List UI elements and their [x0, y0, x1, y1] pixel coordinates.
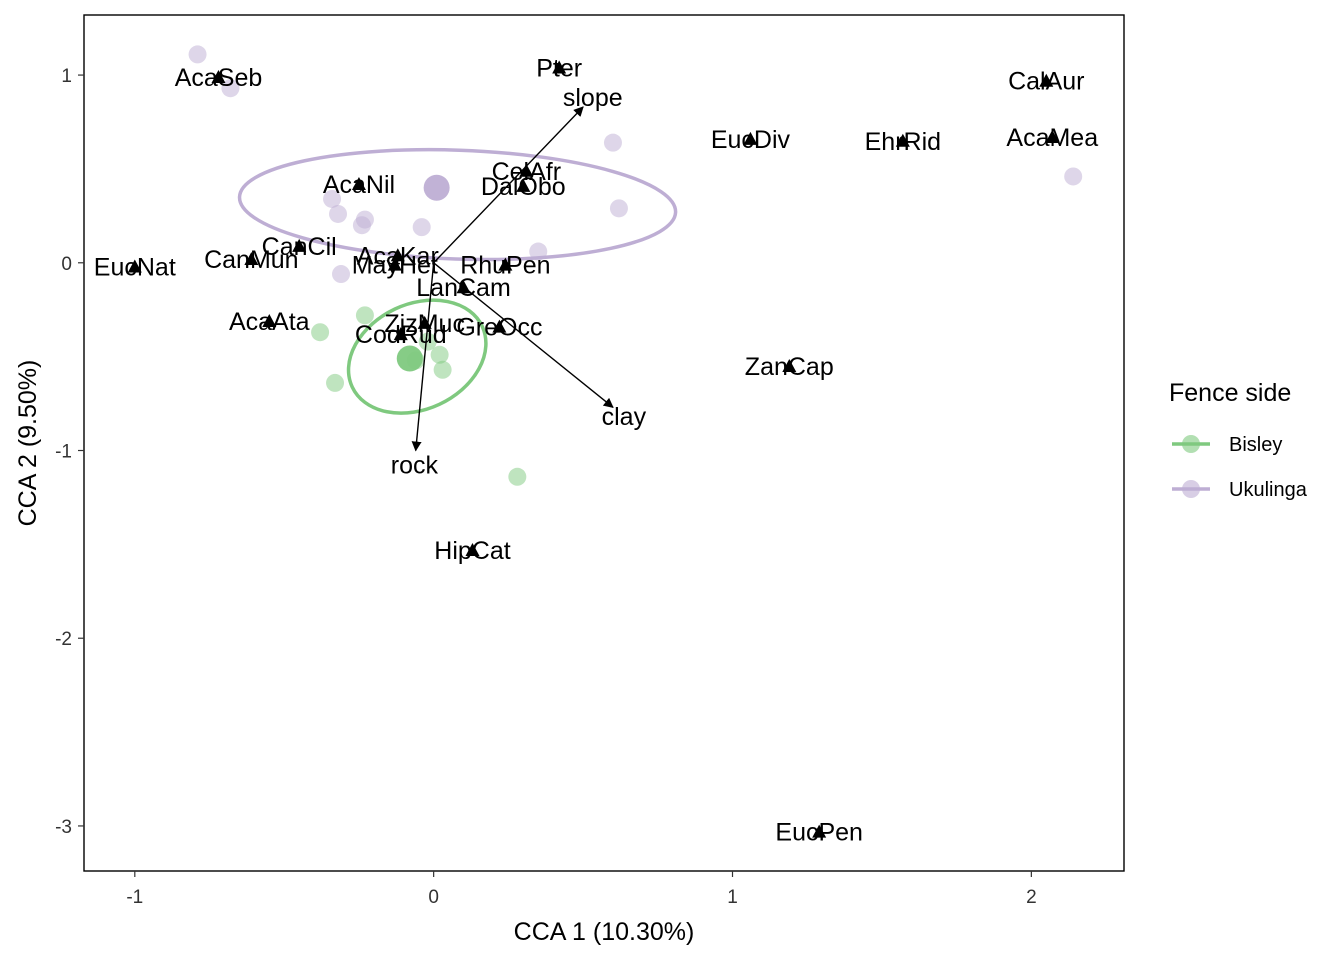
env-label-rock: rock: [391, 451, 439, 479]
y-tick-label: -1: [55, 442, 72, 463]
legend-point-bisley: [1182, 435, 1200, 453]
site-point-bisley: [508, 467, 527, 486]
site-point-bisley: [355, 306, 374, 325]
species-marker: [211, 69, 226, 83]
legend-label-bisley: Bisley: [1229, 434, 1282, 456]
species-marker: [393, 327, 408, 341]
site-point-ukulinga: [188, 45, 207, 64]
site-point-bisley: [433, 360, 452, 379]
species-marker: [390, 248, 405, 262]
x-tick-label: 1: [727, 887, 738, 908]
species-label: EucPen: [775, 819, 863, 847]
y-axis-title: CCA 2 (9.50%): [14, 360, 42, 527]
plot-panel-border: [83, 14, 1125, 872]
legend: Fence side Bisley Ukulinga: [1169, 379, 1308, 501]
species-marker: [127, 259, 142, 273]
species-label: ZanCap: [745, 353, 834, 381]
x-tick-label: 0: [428, 887, 439, 908]
species-marker: [895, 133, 910, 147]
species-layer: AcaSeb Pter CalAur AcaMea EucDiv EhrRid AcaNil…: [94, 55, 1098, 847]
site-point-ukulinga: [329, 204, 348, 223]
species-label: EucNat: [94, 254, 176, 282]
site-point-ukulinga: [412, 218, 431, 237]
x-tick-label: -1: [126, 887, 143, 908]
site-points-layer: [188, 45, 1083, 486]
species-marker: [351, 176, 366, 190]
centroid-ukulinga: [423, 174, 450, 201]
env-vectors-layer: slope clay rock: [391, 84, 647, 480]
species-label: GreOcc: [456, 314, 542, 342]
site-point-bisley: [326, 373, 345, 392]
y-tick-label: -3: [55, 817, 72, 838]
species-marker: [743, 131, 758, 145]
species-marker: [812, 824, 827, 838]
species-label: AcaMea: [1006, 124, 1098, 152]
species-marker: [516, 178, 531, 192]
species-marker: [552, 60, 567, 74]
x-tick-label: 2: [1026, 887, 1037, 908]
species-label: CalAur: [1008, 68, 1084, 96]
species-label: RhuPen: [460, 252, 550, 280]
species-marker: [456, 280, 471, 294]
species-marker: [498, 257, 513, 271]
axes-layer: -1 0 1 2 1 0 -1 -2 -3: [55, 66, 1037, 908]
species-marker: [387, 257, 402, 271]
x-axis-title: CCA 1 (10.30%): [514, 918, 695, 946]
ellipse-bisley: [346, 298, 488, 415]
species-marker: [782, 359, 797, 373]
species-marker: [519, 163, 534, 177]
site-point-ukulinga: [221, 79, 240, 98]
species-label: DalObo: [481, 173, 566, 201]
species-label: CelAfr: [492, 158, 561, 186]
species-marker: [262, 313, 277, 327]
species-label: CanMun: [204, 246, 299, 274]
site-point-ukulinga: [332, 265, 351, 284]
legend-items: Bisley Ukulinga: [1172, 434, 1308, 501]
env-label-clay: clay: [602, 403, 647, 431]
ellipse-ukulinga: [237, 147, 678, 262]
legend-label-ukulinga: Ukulinga: [1229, 479, 1308, 501]
species-marker: [492, 319, 507, 333]
species-marker: [465, 543, 480, 556]
site-point-ukulinga: [352, 216, 371, 235]
species-marker: [1045, 130, 1060, 144]
species-label: EhrRid: [865, 128, 941, 156]
site-point-ukulinga: [603, 133, 622, 152]
site-point-bisley: [418, 332, 437, 351]
site-point-ukulinga: [609, 199, 628, 218]
site-point-ukulinga: [1064, 167, 1083, 186]
y-tick-label: -2: [55, 629, 72, 650]
species-marker: [244, 252, 259, 266]
species-marker: [292, 238, 307, 252]
plot-background: [84, 15, 1124, 871]
species-label: EucDiv: [711, 126, 791, 154]
species-label: CodRud: [355, 321, 447, 349]
site-point-ukulinga: [323, 189, 342, 208]
species-marker: [417, 315, 432, 329]
species-label: AcaNil: [323, 171, 395, 199]
site-point-ukulinga: [529, 242, 548, 261]
site-point-bisley: [311, 323, 330, 342]
site-point-bisley: [430, 345, 449, 364]
y-tick-label: 0: [61, 254, 72, 275]
centroid-bisley: [396, 345, 423, 372]
env-label-slope: slope: [563, 84, 623, 112]
ellipse-layer: [237, 147, 678, 415]
species-label: Pter: [536, 55, 582, 83]
env-vector-slope: [433, 106, 584, 264]
species-label: CanCil: [262, 233, 337, 261]
species-label: MayHet: [352, 252, 438, 280]
species-marker: [1039, 73, 1054, 87]
env-vector-rock: [411, 262, 435, 452]
species-label: LanCam: [416, 274, 511, 302]
species-label: HipCat: [434, 537, 510, 565]
legend-title: Fence side: [1169, 379, 1291, 407]
species-label: AcaSeb: [175, 64, 263, 92]
species-label: AcaAta: [229, 308, 310, 336]
y-tick-label: 1: [61, 66, 72, 87]
legend-point-ukulinga: [1182, 480, 1200, 498]
